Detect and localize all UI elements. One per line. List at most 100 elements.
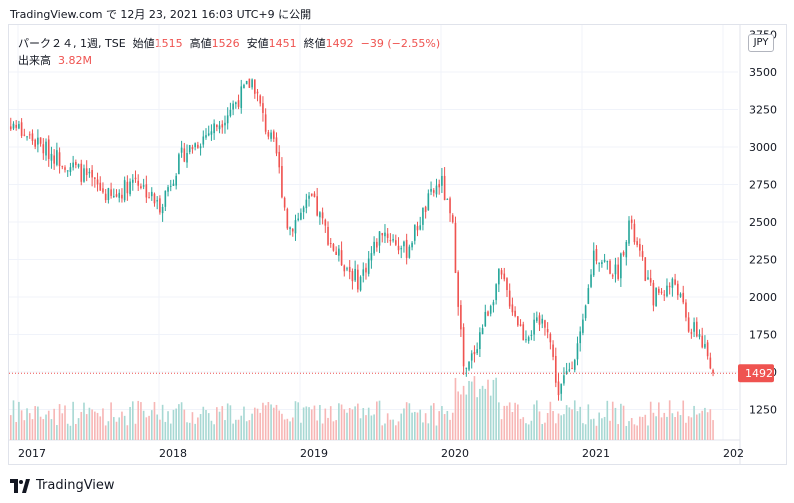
volume-bar — [199, 414, 202, 440]
volume-bar — [348, 407, 351, 440]
candle-body — [668, 285, 671, 288]
candle-body — [584, 305, 587, 319]
candle-body — [69, 167, 72, 173]
volume-bar — [644, 414, 647, 440]
volume-bar — [438, 411, 441, 440]
volume-bar — [549, 401, 552, 440]
volume-bar — [235, 419, 237, 440]
volume-bar — [186, 422, 188, 440]
candle-body — [685, 302, 687, 318]
candle-body — [324, 219, 327, 226]
candle-body — [479, 332, 481, 350]
volume-bar — [468, 380, 470, 440]
volume-bar — [53, 408, 55, 440]
volume-bar — [701, 410, 704, 440]
candle-body — [343, 265, 346, 272]
candle-body — [441, 175, 443, 186]
volume-bar — [403, 408, 405, 440]
volume-bar — [695, 414, 698, 440]
volume-bar — [45, 414, 47, 440]
candle-body — [291, 228, 294, 232]
candle-body — [164, 190, 167, 207]
volume-bar — [164, 421, 167, 440]
candle-body — [262, 103, 264, 113]
candle-body — [424, 206, 427, 212]
volume-bar — [12, 400, 15, 440]
candle-body — [706, 342, 709, 357]
candle-body — [278, 151, 281, 168]
candle-body — [666, 285, 668, 297]
volume-bar — [419, 409, 422, 440]
candle-body — [658, 288, 660, 293]
candle-body — [443, 175, 446, 201]
volume-bar — [565, 405, 568, 440]
currency-button[interactable]: JPY — [748, 34, 774, 52]
candle-body — [554, 355, 557, 383]
volume-bar — [26, 408, 28, 440]
candle-body — [218, 125, 221, 130]
volume-bar — [706, 412, 709, 440]
candle-body — [690, 332, 693, 334]
volume-bar — [278, 410, 281, 440]
volume-bar — [557, 413, 560, 440]
candle-body — [112, 195, 115, 197]
candle-body — [142, 185, 145, 187]
candle-body — [679, 293, 682, 297]
volume-bar — [150, 410, 153, 440]
candle-body — [405, 239, 408, 258]
candle-body — [346, 268, 348, 270]
candle-body — [392, 239, 394, 241]
volume-bar — [216, 407, 218, 440]
candle-body — [712, 369, 714, 374]
volume-bar — [454, 377, 457, 440]
candle-body — [362, 269, 365, 276]
candle-body — [698, 334, 701, 337]
candle-body — [473, 351, 476, 355]
volume-bar — [75, 423, 77, 440]
candle-body — [636, 241, 638, 245]
candle-body — [606, 261, 609, 263]
candle-body — [522, 324, 525, 341]
candle-body — [614, 264, 617, 275]
candle-body — [519, 324, 522, 326]
volume-bar — [134, 423, 137, 440]
volume-bar — [495, 377, 497, 440]
volume-bar — [378, 400, 381, 440]
volume-bar — [416, 412, 419, 440]
volume-bar — [476, 397, 478, 440]
footer-brand[interactable]: TradingView — [10, 478, 115, 493]
volume-bar — [118, 417, 121, 440]
volume-bar — [679, 415, 682, 440]
candle-body — [308, 195, 310, 199]
volume-bar — [598, 412, 600, 440]
volume-bar — [240, 415, 243, 440]
candle-body — [695, 321, 698, 337]
brand-name: TradingView — [36, 478, 115, 493]
volume-bar — [180, 402, 183, 440]
candle-body — [180, 147, 183, 153]
volume-label: 出来高 — [18, 54, 51, 67]
volume-bar — [245, 421, 248, 440]
volume-bar — [535, 400, 538, 440]
volume-bar — [283, 419, 286, 440]
candle-body — [129, 181, 131, 195]
candle-body — [207, 133, 210, 136]
candle-body — [652, 282, 655, 306]
price-tick-label: 2500 — [749, 216, 777, 229]
interval-label[interactable]: 1週 — [80, 37, 98, 50]
symbol-name[interactable]: パーク２４ — [18, 37, 73, 50]
volume-value: 3.82M — [58, 54, 92, 67]
candle-body — [37, 137, 39, 145]
high-label: 高値 — [189, 37, 212, 50]
candle-body — [148, 197, 150, 199]
volume-bar — [94, 411, 96, 440]
volume-bar — [546, 413, 549, 440]
volume-bar — [620, 403, 622, 440]
volume-bar — [264, 405, 267, 440]
volume-bar — [655, 416, 657, 440]
candle-body — [47, 139, 50, 160]
candle-body — [272, 131, 275, 139]
volume-bar — [690, 417, 693, 440]
change-value: −39 (−2.55%) — [360, 37, 441, 50]
